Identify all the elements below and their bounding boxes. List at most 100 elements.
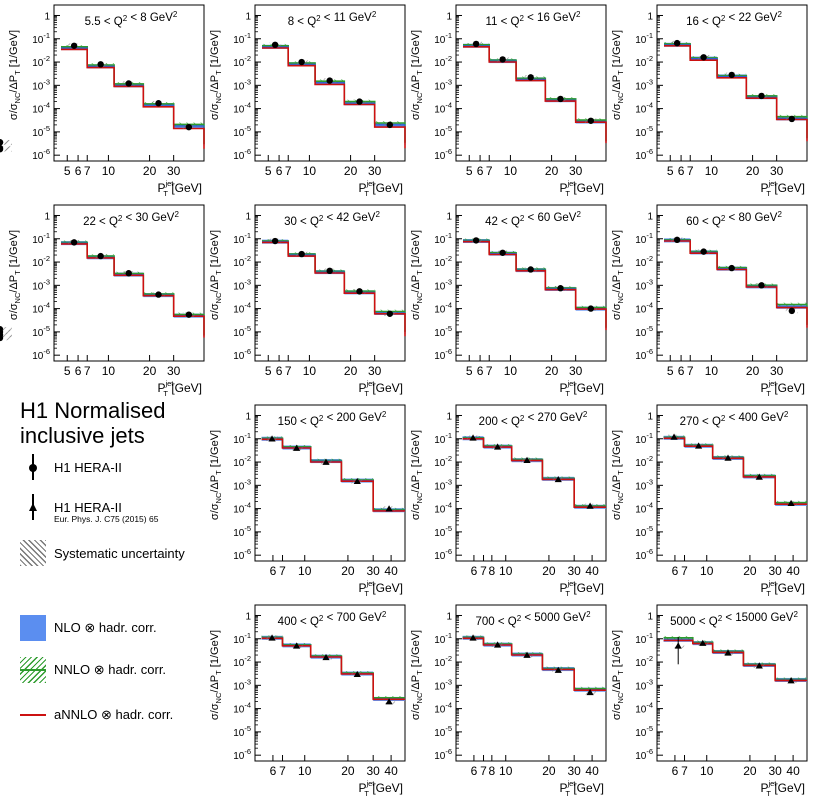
panel-title: 5000 < Q2 < 15000 GeV2 [670, 610, 798, 628]
y-tick-label: 10-4 [635, 501, 653, 516]
x-tick-label: 5 [667, 164, 674, 178]
data-point [523, 651, 531, 658]
axis-label-part: /ΔP [611, 475, 623, 493]
y-axis-label: σ/σNC/ΔPT [1/GeV] [611, 230, 625, 320]
tick-base: 10 [233, 481, 245, 492]
title-superscript: 2 [519, 14, 524, 23]
axis-label-part: /ΔP [209, 675, 221, 693]
data-point [554, 666, 562, 673]
y-tick-label: 1 [245, 611, 251, 622]
axis-label-part: [1/GeV] [209, 630, 221, 670]
axis-label-part: /ΔP [611, 675, 623, 693]
axis-label-part: [GeV] [369, 581, 403, 595]
title-part: 42 < Q [485, 216, 520, 228]
plot-frame [53, 204, 205, 362]
axis-label-part: /ΔP [410, 275, 422, 293]
tick-exponent: -6 [646, 547, 653, 556]
tick-base: 10 [32, 58, 44, 69]
tick-base: 10 [434, 681, 446, 692]
tick-exponent: -3 [646, 677, 653, 686]
tick-base: 10 [635, 58, 647, 69]
dot-marker-icon [20, 454, 46, 480]
x-axis-label: Pjet T [GeV] [358, 179, 403, 198]
x-tick-label: 40 [384, 764, 398, 778]
axis-label-part: T [364, 389, 369, 398]
x-tick-label: 5 [265, 364, 272, 378]
data-point [268, 435, 276, 442]
data-point [494, 443, 502, 450]
axis-label-part: T [214, 470, 223, 475]
y-axis-label: σ/σNC/ΔPT [1/GeV] [410, 30, 424, 120]
plot-frame [455, 4, 607, 162]
axis-label-part: /ΔP [611, 75, 623, 93]
legend-label-nnlo: NNLO ⊗ hadr. corr. [54, 662, 167, 677]
title-part: 5.5 < Q [85, 16, 123, 28]
data-point [499, 249, 506, 256]
x-tick-label: 20 [545, 364, 559, 378]
tick-exponent: -6 [646, 747, 653, 756]
axis-label-part: T [565, 589, 570, 598]
y-tick-label: 1 [245, 411, 251, 422]
title-part: < 60 GeV [524, 212, 576, 224]
tick-base: 10 [434, 658, 446, 669]
y-tick-label: 10-3 [635, 277, 653, 292]
title-superscript: 2 [721, 214, 726, 223]
title-superscript: 2 [372, 10, 377, 19]
tick-exponent: -1 [244, 231, 251, 240]
axis-label-part: NC [616, 92, 625, 103]
data-point [472, 237, 480, 244]
data-point [385, 698, 393, 705]
tick-base: 10 [635, 551, 647, 562]
y-axis-label: σ/σNC/ΔPT [1/GeV] [8, 230, 22, 320]
chart-panel: 10-610-510-410-310-210-116 7 8 10 20 30 40200 … [410, 404, 607, 598]
y-tick-label: 10-2 [635, 254, 653, 269]
axis-label-part: P [157, 181, 165, 195]
tick-exponent: -4 [43, 101, 50, 110]
x-tick-label: 5 [265, 164, 272, 178]
x-tick-label: 6 [678, 164, 685, 178]
tick-base: 10 [635, 751, 647, 762]
y-tick-label: 10-5 [635, 724, 653, 739]
data-point [670, 433, 678, 440]
tick-base: 10 [233, 728, 245, 739]
tick-exponent: -3 [445, 677, 452, 686]
tick-base: 10 [434, 81, 446, 92]
y-tick-label: 10-6 [635, 347, 653, 362]
x-tick-label: 6 [477, 164, 484, 178]
axis-label-part: σ/σ [611, 103, 623, 120]
y-tick-label: 10-6 [233, 747, 251, 762]
annlo-line [664, 240, 808, 328]
y-tick-label: 10-2 [233, 654, 251, 669]
x-tick-label: 10 [303, 364, 317, 378]
axis-label-part: T [415, 270, 424, 275]
axis-label-part: [GeV] [168, 381, 202, 395]
data-point [472, 40, 480, 48]
axis-label-part: [1/GeV] [611, 430, 623, 470]
data-point [758, 282, 765, 289]
tick-exponent: -6 [445, 147, 452, 156]
tick-base: 10 [434, 505, 446, 516]
y-tick-label: 10-1 [233, 631, 251, 646]
title-part: < 16 GeV [524, 12, 576, 24]
axis-label-part: NC [415, 492, 424, 503]
axis-label-part: T [565, 789, 570, 798]
y-tick-label: 10-5 [233, 124, 251, 139]
y-tick-label: 10-1 [434, 231, 452, 246]
x-tick-label: 30 [569, 164, 583, 178]
red-line-icon [20, 702, 46, 728]
data-point [755, 473, 763, 480]
panel-title: 42 < Q2 < 60 GeV2 [485, 210, 581, 228]
axis-label-part: /ΔP [8, 275, 20, 293]
tick-exponent: -2 [445, 654, 452, 663]
systematic-hatch [0, 145, 12, 151]
data-point [787, 677, 795, 684]
y-tick-label: 10-1 [233, 31, 251, 46]
tick-exponent: -5 [244, 124, 251, 133]
title-part: 5000 < Q [670, 616, 718, 628]
axis-label-part: [1/GeV] [410, 230, 422, 270]
axis-label-part: σ/σ [8, 103, 20, 120]
x-tick-label: 7 [279, 564, 286, 578]
y-tick-label: 1 [245, 211, 251, 222]
axis-label-part: σ/σ [410, 103, 422, 120]
